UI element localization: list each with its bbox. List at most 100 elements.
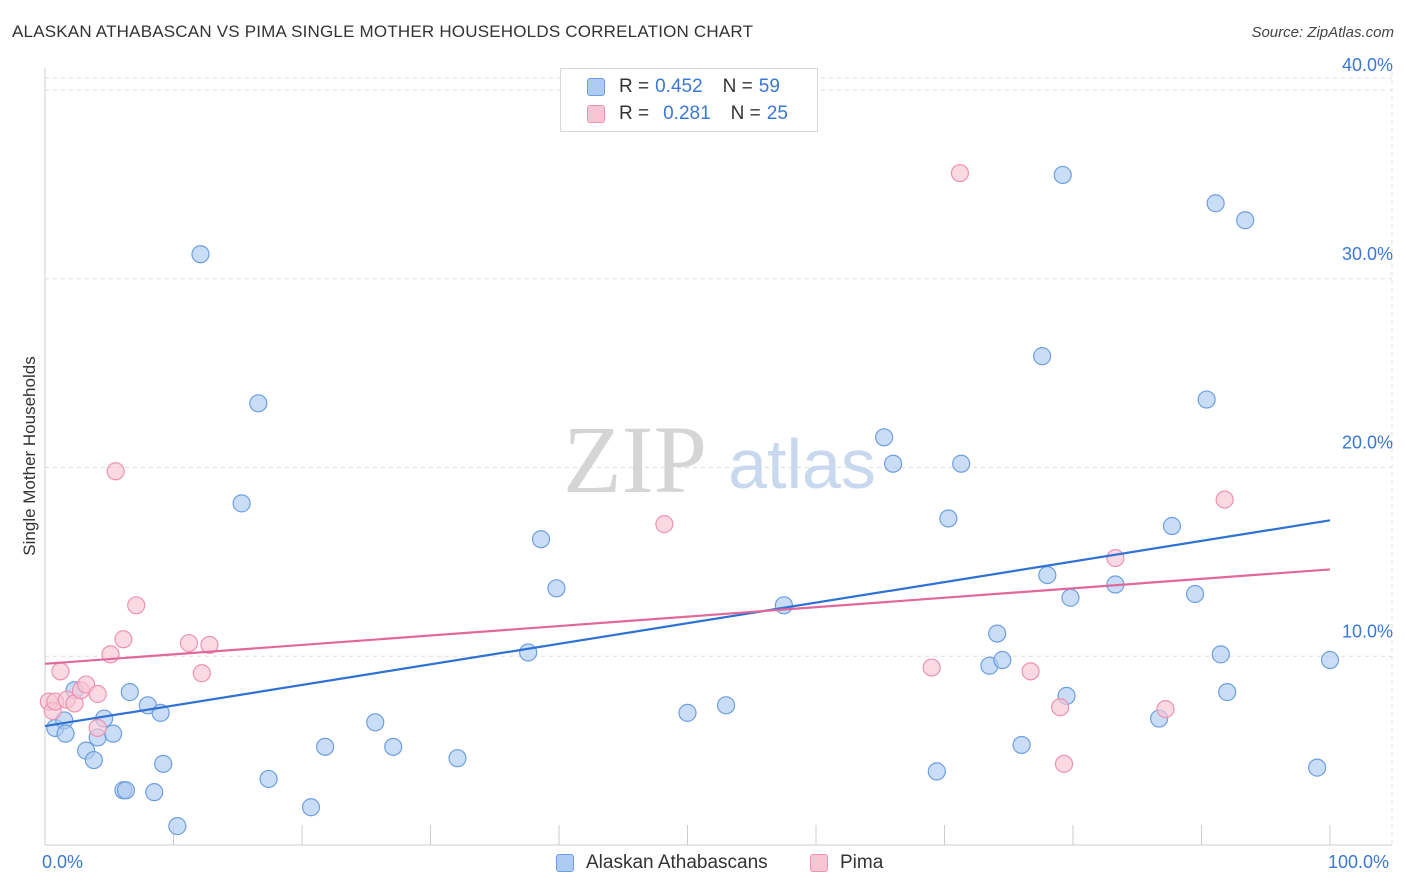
point-alaskan-athabascans <box>1308 758 1327 777</box>
point-alaskan-athabascans <box>519 643 538 662</box>
point-pima <box>1215 490 1234 509</box>
point-alaskan-athabascans <box>1012 735 1031 755</box>
point-pima <box>127 596 146 615</box>
point-alaskan-athabascans <box>1038 565 1057 585</box>
point-alaskan-athabascans <box>1053 165 1072 185</box>
point-alaskan-athabascans <box>301 798 321 817</box>
point-alaskan-athabascans <box>316 737 335 756</box>
point-alaskan-athabascans <box>993 650 1012 670</box>
point-pima <box>88 718 107 738</box>
point-alaskan-athabascans <box>116 781 136 800</box>
point-alaskan-athabascans <box>774 596 793 615</box>
point-alaskan-athabascans <box>1320 650 1340 670</box>
y-tick-label: 20.0% <box>1342 433 1393 453</box>
point-alaskan-athabascans <box>232 494 251 513</box>
point-alaskan-athabascans <box>883 454 903 473</box>
point-alaskan-athabascans <box>1185 584 1205 604</box>
legend-r-value: 0.452 <box>655 76 703 97</box>
y-tick-label: 10.0% <box>1342 621 1393 641</box>
point-alaskan-athabascans <box>1218 683 1237 702</box>
point-pima <box>1156 699 1175 719</box>
point-pima <box>1054 754 1074 773</box>
legend: R = 0.452 N = 59 R = 0.281 N = 25 <box>560 68 818 132</box>
source-credit: Source: ZipAtlas.com <box>1251 24 1394 41</box>
point-alaskan-athabascans <box>927 762 946 781</box>
point-alaskan-athabascans <box>154 754 173 773</box>
legend-n-value: 25 <box>766 103 788 124</box>
x-tick-label-max: 100.0% <box>1328 852 1390 872</box>
point-pima <box>1106 548 1125 568</box>
legend-row-pima: R = 0.281 N = 25 <box>587 103 788 125</box>
point-alaskan-athabascans <box>249 394 268 413</box>
point-pima <box>88 684 107 704</box>
x-tick-label-min: 0.0% <box>42 852 84 872</box>
data-points <box>39 163 1340 836</box>
y-tick-label: 40.0% <box>1342 55 1393 75</box>
point-alaskan-athabascans <box>875 428 894 447</box>
gridlines <box>45 72 1393 845</box>
legend-r-label: R = <box>619 103 650 124</box>
point-alaskan-athabascans <box>952 454 971 473</box>
series-name-alaskan: Alaskan Athabascans <box>586 852 768 873</box>
point-pima <box>950 163 970 183</box>
chart-title: ALASKAN ATHABASCAN VS PIMA SINGLE MOTHER… <box>12 22 754 41</box>
point-alaskan-athabascans <box>531 530 551 549</box>
point-alaskan-athabascans <box>120 683 139 702</box>
point-pima <box>192 664 211 683</box>
legend-swatch-alaskan <box>587 78 605 96</box>
axes <box>44 68 1392 846</box>
trend-lines <box>44 519 1331 728</box>
legend-r-value: 0.281 <box>663 103 711 124</box>
point-pima <box>200 635 219 655</box>
point-alaskan-athabascans <box>678 703 697 722</box>
series-legend-item-pima: Pima <box>810 852 883 874</box>
point-alaskan-athabascans <box>259 769 278 789</box>
point-alaskan-athabascans <box>1197 390 1216 409</box>
point-alaskan-athabascans <box>1211 645 1230 664</box>
point-alaskan-athabascans <box>1033 347 1052 366</box>
point-alaskan-athabascans <box>547 579 566 598</box>
series-swatch-pima <box>810 854 828 872</box>
series-name-pima: Pima <box>840 852 884 873</box>
point-alaskan-athabascans <box>1236 211 1255 230</box>
point-alaskan-athabascans <box>384 737 403 756</box>
point-pima <box>922 658 941 677</box>
point-pima <box>179 633 199 653</box>
y-axis-label: Single Mother Households <box>20 356 39 556</box>
series-swatch-alaskan <box>556 854 574 872</box>
series-legend: Alaskan Athabascans Pima <box>0 852 1406 876</box>
point-alaskan-athabascans <box>104 724 123 743</box>
point-alaskan-athabascans <box>716 696 736 715</box>
watermark-zip: ZIP <box>563 406 707 513</box>
trend-line-alaskan-athabascans <box>44 519 1331 728</box>
point-pima <box>51 662 70 681</box>
point-pima <box>1051 698 1070 717</box>
point-alaskan-athabascans <box>448 749 467 768</box>
legend-r-label: R = <box>619 76 650 97</box>
point-alaskan-athabascans <box>84 750 103 770</box>
point-pima <box>655 515 674 534</box>
legend-n-value: 59 <box>758 76 780 97</box>
point-alaskan-athabascans <box>145 783 164 802</box>
legend-swatch-pima <box>587 105 605 123</box>
point-alaskan-athabascans <box>988 624 1007 643</box>
point-alaskan-athabascans <box>939 509 958 528</box>
watermark: ZIP atlas <box>563 406 876 513</box>
y-tick-label: 30.0% <box>1342 244 1393 264</box>
y-tick-labels: 10.0% 20.0% 30.0% 40.0% <box>1342 55 1393 641</box>
series-legend-item-alaskan: Alaskan Athabascans <box>556 852 768 874</box>
point-alaskan-athabascans <box>366 713 385 732</box>
point-alaskan-athabascans <box>1061 588 1080 607</box>
point-pima <box>1021 662 1040 681</box>
point-alaskan-athabascans <box>191 245 210 264</box>
point-alaskan-athabascans <box>56 724 75 743</box>
watermark-atlas: atlas <box>728 425 876 503</box>
point-alaskan-athabascans <box>1206 194 1225 213</box>
trend-line-pima <box>44 568 1331 665</box>
legend-row-alaskan: R = 0.452 N = 59 <box>587 76 780 98</box>
legend-n-label: N = <box>730 103 761 124</box>
legend-n-label: N = <box>722 76 753 97</box>
point-pima <box>106 462 125 481</box>
point-alaskan-athabascans <box>1162 516 1182 536</box>
